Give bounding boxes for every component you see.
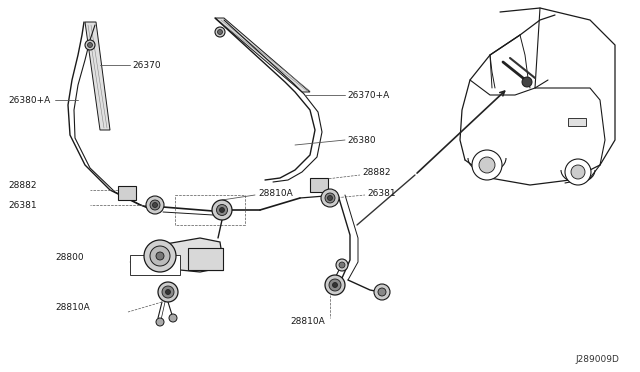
Text: 28810A: 28810A bbox=[290, 317, 324, 327]
Bar bbox=[568, 118, 586, 126]
Text: J289009D: J289009D bbox=[575, 356, 619, 365]
Circle shape bbox=[158, 282, 178, 302]
Circle shape bbox=[218, 29, 223, 35]
Polygon shape bbox=[215, 18, 310, 92]
Text: 28882: 28882 bbox=[362, 167, 390, 176]
Circle shape bbox=[339, 262, 345, 268]
Circle shape bbox=[169, 314, 177, 322]
Circle shape bbox=[565, 159, 591, 185]
Circle shape bbox=[333, 282, 337, 288]
Circle shape bbox=[156, 252, 164, 260]
Circle shape bbox=[156, 318, 164, 326]
Circle shape bbox=[220, 208, 225, 212]
Circle shape bbox=[472, 150, 502, 180]
Circle shape bbox=[162, 286, 174, 298]
Circle shape bbox=[325, 275, 345, 295]
Text: 28800: 28800 bbox=[55, 253, 84, 263]
Polygon shape bbox=[160, 238, 222, 272]
Circle shape bbox=[144, 240, 176, 272]
Bar bbox=[310, 178, 328, 192]
Text: 28882: 28882 bbox=[8, 180, 36, 189]
Circle shape bbox=[325, 193, 335, 203]
Circle shape bbox=[571, 165, 585, 179]
Bar bbox=[118, 186, 136, 200]
Circle shape bbox=[479, 157, 495, 173]
Circle shape bbox=[150, 200, 160, 210]
Circle shape bbox=[328, 196, 333, 201]
Circle shape bbox=[374, 284, 390, 300]
Circle shape bbox=[166, 289, 170, 295]
Text: 26380: 26380 bbox=[347, 135, 376, 144]
Text: 28810A: 28810A bbox=[258, 189, 292, 198]
Circle shape bbox=[321, 189, 339, 207]
Circle shape bbox=[336, 259, 348, 271]
Text: 26381: 26381 bbox=[367, 189, 396, 198]
Circle shape bbox=[146, 196, 164, 214]
Circle shape bbox=[378, 288, 386, 296]
Circle shape bbox=[85, 40, 95, 50]
Polygon shape bbox=[85, 22, 110, 130]
Circle shape bbox=[216, 205, 227, 215]
Circle shape bbox=[522, 77, 532, 87]
Bar bbox=[188, 248, 223, 270]
Text: 28810A: 28810A bbox=[55, 304, 90, 312]
Text: 26380+A: 26380+A bbox=[8, 96, 51, 105]
Text: 26370: 26370 bbox=[132, 61, 161, 70]
Circle shape bbox=[329, 279, 341, 291]
Circle shape bbox=[212, 200, 232, 220]
Circle shape bbox=[215, 27, 225, 37]
Text: 26381: 26381 bbox=[8, 201, 36, 209]
Circle shape bbox=[152, 202, 157, 208]
Bar bbox=[130, 255, 180, 275]
Text: 26370+A: 26370+A bbox=[347, 90, 389, 99]
Circle shape bbox=[150, 246, 170, 266]
Circle shape bbox=[88, 42, 93, 48]
